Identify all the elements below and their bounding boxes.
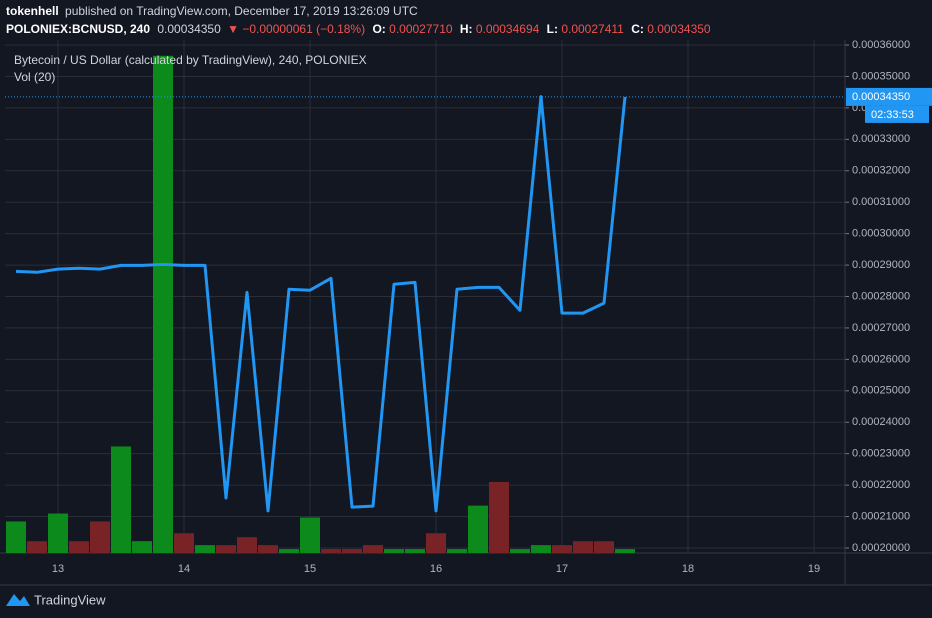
author: tokenhell	[6, 4, 59, 18]
volume-bar	[552, 545, 572, 553]
y-tick-label: 0.00031000	[852, 196, 910, 208]
low: 0.00027411	[561, 22, 624, 36]
y-tick-label: 0.00035000	[852, 70, 910, 82]
y-tick-label: 0.00027000	[852, 322, 910, 334]
volume-bar	[90, 521, 110, 553]
volume-bar	[279, 549, 299, 553]
volume-bar	[468, 505, 488, 553]
header-line-1: tokenhell published on TradingView.com, …	[6, 4, 418, 18]
brand: TradingView	[34, 592, 106, 607]
y-tick-label: 0.00028000	[852, 290, 910, 302]
x-tick-label: 16	[430, 563, 442, 575]
volume-bar	[363, 545, 383, 553]
y-tick-label: 0.00030000	[852, 228, 910, 240]
close-label: C:	[631, 22, 644, 36]
y-tick-label: 0.00032000	[852, 165, 910, 177]
countdown: 02:33:53	[871, 109, 914, 121]
y-tick-label: 0.00024000	[852, 416, 910, 428]
series-title: Bytecoin / US Dollar (calculated by Trad…	[14, 53, 367, 67]
volume-bar	[573, 541, 593, 553]
volume-bar	[237, 537, 257, 553]
close: 0.00034350	[647, 22, 711, 36]
price-line	[15, 95, 627, 513]
volume-bar	[48, 513, 68, 553]
volume-bar	[153, 55, 173, 554]
volume-bar	[615, 549, 635, 553]
volume-bar	[447, 549, 467, 553]
volume-bar	[510, 549, 530, 553]
volume-bar	[342, 549, 362, 553]
y-tick-label: 0.00021000	[852, 510, 910, 522]
volume-bar	[426, 533, 446, 553]
x-tick-label: 13	[52, 563, 64, 575]
open-label: O:	[372, 22, 385, 36]
volume-bar	[216, 545, 236, 553]
volume-bar	[300, 517, 320, 553]
volume-bar	[384, 549, 404, 553]
y-tick-label: 0.00023000	[852, 448, 910, 460]
plot: 0.00020000 0.00021000 0.00022000 0.00023000…	[0, 39, 932, 586]
y-tick-label: 0.00029000	[852, 259, 910, 271]
volume-bar	[69, 541, 89, 553]
logo-icon	[6, 594, 30, 606]
volume-bar	[132, 541, 152, 553]
high: 0.00034694	[476, 22, 540, 36]
y-tick-label: 0.00022000	[852, 479, 910, 491]
x-tick-label: 15	[304, 563, 316, 575]
logo	[6, 594, 30, 606]
volume-bar	[594, 541, 614, 553]
volume-bar	[321, 549, 341, 553]
y-tick-label: 0.00020000	[852, 542, 910, 554]
y-tick-label: 0.00026000	[852, 353, 910, 365]
x-tick-label: 19	[808, 563, 820, 575]
volume-bar	[111, 446, 131, 553]
volume-bar	[405, 549, 425, 553]
x-tick-label: 18	[682, 563, 694, 575]
x-tick-label: 17	[556, 563, 568, 575]
volume-bar	[6, 521, 26, 553]
volume-bar	[195, 545, 215, 553]
volume-bar	[531, 545, 551, 553]
published: published on TradingView.com, December 1…	[65, 4, 418, 18]
last-price-box	[846, 87, 932, 106]
volume-bar	[489, 481, 509, 553]
y-tick-label: 0.00036000	[852, 39, 910, 51]
open: 0.00027710	[389, 22, 453, 36]
volume-bar	[174, 533, 194, 553]
volume-bar	[27, 541, 47, 553]
last-price-label: 0.00034350	[852, 91, 910, 103]
y-tick-label: 0.00025000	[852, 385, 910, 397]
high-label: H:	[460, 22, 473, 36]
last-price: 0.00034350	[157, 22, 221, 36]
volume-bar	[258, 545, 278, 553]
symbol: POLONIEX:BCNUSD, 240	[6, 22, 150, 36]
countdown-box	[865, 105, 929, 123]
volume-title: Vol (20)	[14, 70, 55, 84]
low-label: L:	[547, 22, 558, 36]
x-tick-label: 14	[178, 563, 190, 575]
change: ▼ −0.00000061 (−0.18%)	[227, 22, 365, 36]
y-tick-label: 0.00033000	[852, 133, 910, 145]
header-line-2: POLONIEX:BCNUSD, 240 0.00034350 ▼ −0.000…	[6, 22, 711, 36]
